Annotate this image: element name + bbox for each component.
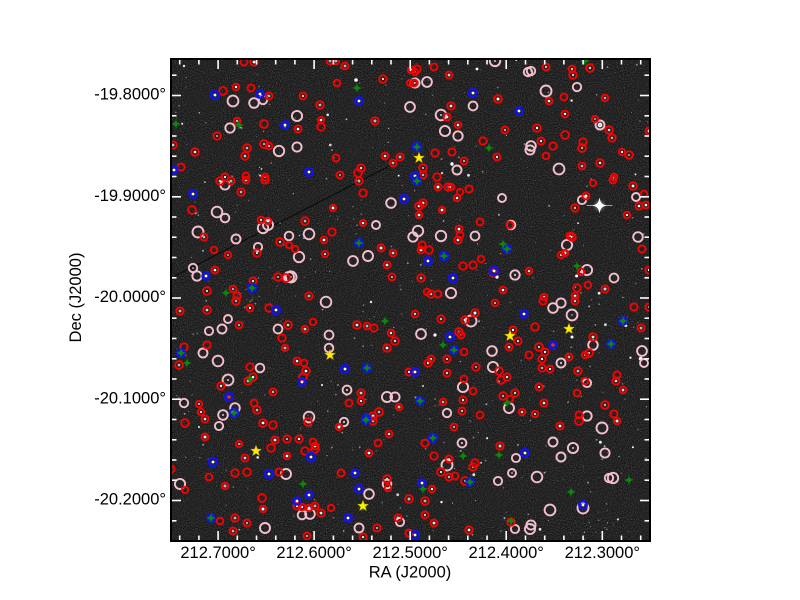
- svg-text:-20.1000°: -20.1000°: [94, 389, 166, 407]
- svg-text:-19.9000°: -19.9000°: [94, 187, 166, 205]
- svg-text:212.6000°: 212.6000°: [276, 544, 351, 562]
- svg-text:-19.8000°: -19.8000°: [94, 86, 166, 104]
- svg-text:Dec (J2000): Dec (J2000): [67, 253, 85, 343]
- svg-text:212.4000°: 212.4000°: [468, 544, 543, 562]
- svg-text:RA (J2000): RA (J2000): [369, 564, 452, 582]
- svg-text:212.3000°: 212.3000°: [565, 544, 640, 562]
- svg-text:-20.2000°: -20.2000°: [94, 491, 166, 509]
- svg-text:212.7000°: 212.7000°: [180, 544, 255, 562]
- svg-text:-20.0000°: -20.0000°: [94, 288, 166, 306]
- svg-text:212.5000°: 212.5000°: [372, 544, 447, 562]
